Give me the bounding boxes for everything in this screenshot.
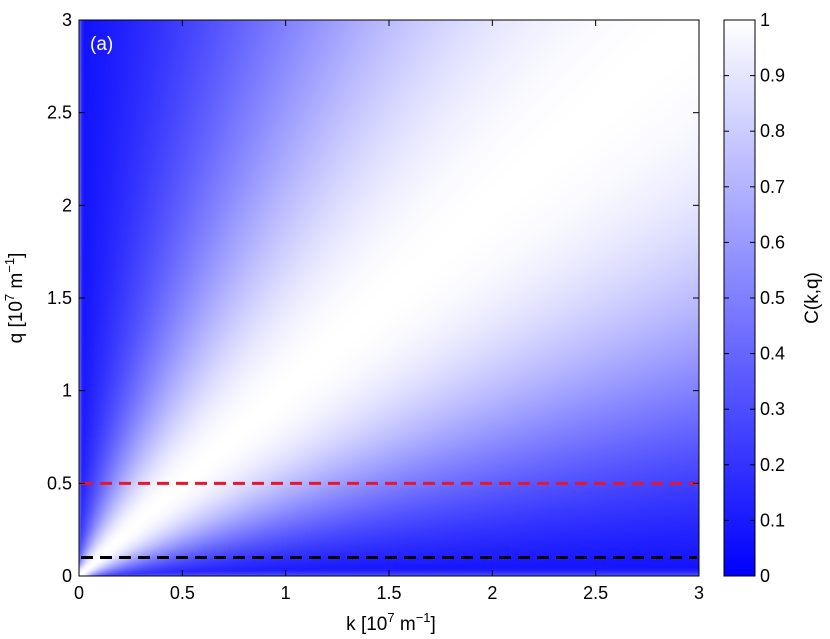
x-axis-label: k [107 m−1]	[346, 610, 436, 635]
x-tick-label: 0.5	[170, 583, 195, 603]
colorbar-tick-label: 0.3	[760, 399, 785, 419]
y-axis-ticks: 0 0.5 1 1.5 2 2.5 3	[47, 10, 699, 586]
y-tick-label: 2	[62, 195, 72, 215]
colorbar-tick-label: 0.1	[760, 510, 785, 530]
x-tick-label: 0	[74, 583, 84, 603]
x-tick-label: 2.5	[583, 583, 608, 603]
x-tick-label: 3	[694, 583, 704, 603]
colorbar-tick-label: 0.2	[760, 455, 785, 475]
colorbar-tick-label: 0.5	[760, 288, 785, 308]
x-tick-label: 1.5	[376, 583, 401, 603]
colorbar-tick-label: 0.8	[760, 121, 785, 141]
y-tick-label: 3	[62, 10, 72, 30]
y-tick-label: 1.5	[47, 288, 72, 308]
colorbar-tick-label: 0.6	[760, 232, 785, 252]
y-tick-label: 0	[62, 566, 72, 586]
colorbar-label: C(k,q)	[802, 272, 823, 324]
y-tick-label: 1	[62, 381, 72, 401]
heatmap-area	[79, 20, 699, 576]
x-tick-label: 1	[281, 583, 291, 603]
heatmap-canvas	[79, 20, 699, 576]
colorbar-tick-label: 0	[760, 566, 770, 586]
y-tick-label: 0.5	[47, 473, 72, 493]
colorbar-ticks: 0 0.1 0.2 0.3 0.4 0.5 0.6 0.7 0.8 0.9 1	[724, 10, 785, 586]
x-tick-label: 2	[487, 583, 497, 603]
reference-lines	[81, 111, 697, 559]
y-axis-label: q [107 m−1]	[2, 253, 27, 344]
colorbar-tick-label: 0.9	[760, 66, 785, 86]
colorbar-tick-label: 0.7	[760, 177, 785, 197]
x-axis-ticks: 0 0.5 1 1.5 2 2.5 3	[74, 20, 704, 603]
y-tick-label: 2.5	[47, 103, 72, 123]
colorbar-tick-label: 1	[760, 10, 770, 30]
panel-label: (a)	[90, 34, 113, 55]
colorbar-tick-label: 0.4	[760, 344, 785, 364]
